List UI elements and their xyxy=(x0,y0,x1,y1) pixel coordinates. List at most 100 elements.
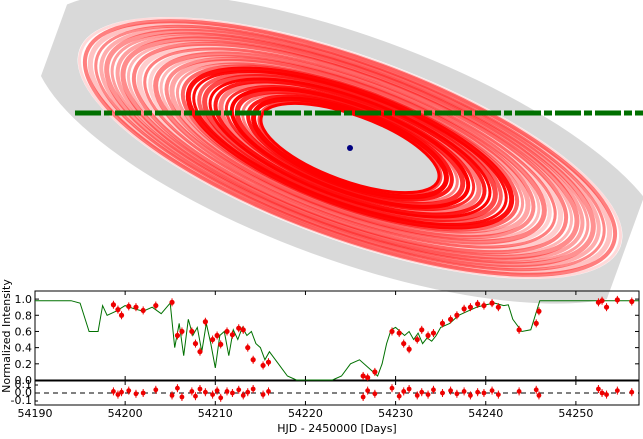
residual-point xyxy=(406,386,412,392)
xtick-label: 54200 xyxy=(108,407,143,420)
residual-point xyxy=(224,389,230,394)
data-point xyxy=(118,312,125,318)
data-point xyxy=(389,328,395,335)
data-point xyxy=(115,307,121,313)
ytick-label: -0.1 xyxy=(11,394,32,407)
data-point xyxy=(260,362,266,369)
lightcurve-panel: 0.0 0.2 0.4 0.6 0.8 1.0 Normalized Intensity xyxy=(0,279,640,393)
data-point xyxy=(214,332,220,339)
xtick-label: 54250 xyxy=(558,407,593,420)
model-line xyxy=(35,300,639,381)
residual-point xyxy=(266,389,271,394)
data-point xyxy=(229,332,236,338)
residual-point xyxy=(419,389,425,395)
data-point xyxy=(153,302,159,309)
residual-point xyxy=(596,386,601,392)
data-point xyxy=(365,374,371,381)
residual-point xyxy=(230,390,235,396)
data-point xyxy=(489,300,495,306)
residual-point xyxy=(431,387,436,393)
data-point xyxy=(454,312,460,318)
residual-point xyxy=(461,389,467,394)
ylabel: Normalized Intensity xyxy=(0,279,13,393)
residual-point xyxy=(111,389,116,394)
data-point xyxy=(140,307,146,314)
residual-point xyxy=(614,388,620,393)
residual-panel: 0.10.0-0.1 54190 54200 54210 54220 54230 5424… xyxy=(11,291,640,435)
residual-point xyxy=(210,392,215,397)
data-point xyxy=(419,327,425,333)
residual-point xyxy=(414,393,420,398)
data-point xyxy=(197,349,203,355)
residual-point xyxy=(240,393,246,398)
data-point xyxy=(169,299,175,305)
xtick-label: 54230 xyxy=(378,407,413,420)
ring xyxy=(234,89,466,207)
residual-point xyxy=(454,391,460,397)
residual-points xyxy=(111,384,635,402)
residual-point xyxy=(425,392,431,397)
data-point xyxy=(599,298,605,304)
data-point xyxy=(218,341,224,347)
data-point xyxy=(133,304,139,310)
ytick-label: 0.0 xyxy=(15,386,33,399)
ring xyxy=(94,24,606,272)
residual-point xyxy=(360,394,366,400)
ring xyxy=(164,56,536,240)
lightcurve-frame xyxy=(34,290,640,381)
data-point xyxy=(240,327,246,333)
star-marker xyxy=(347,145,353,151)
ytick-label: 0.2 xyxy=(15,358,33,371)
data-point xyxy=(430,330,437,336)
residual-point xyxy=(189,389,195,394)
data-point xyxy=(224,328,230,335)
ring xyxy=(126,39,574,257)
data-point xyxy=(461,306,467,312)
data-point xyxy=(202,319,208,325)
residual-point xyxy=(533,387,539,393)
ytick-label: 1.0 xyxy=(15,293,33,306)
data-point xyxy=(516,327,522,333)
ytick-label: 0.4 xyxy=(15,342,33,355)
residual-point xyxy=(365,388,371,393)
ytick-label: 0.6 xyxy=(15,325,33,338)
observed-points xyxy=(110,295,635,382)
xtick-label: 54190 xyxy=(18,407,53,420)
ring xyxy=(148,49,552,247)
residual-point xyxy=(250,386,256,392)
residual-point xyxy=(440,390,445,396)
residual-point xyxy=(218,395,224,401)
residual-point xyxy=(236,387,242,393)
data-point xyxy=(401,340,407,347)
data-point xyxy=(495,304,501,310)
ring xyxy=(110,32,590,264)
ring-diagram xyxy=(32,0,643,304)
ring xyxy=(131,41,569,255)
residual-point xyxy=(495,392,501,397)
data-point xyxy=(360,373,366,379)
model-curve xyxy=(35,300,639,381)
residual-point xyxy=(468,393,473,398)
data-point xyxy=(236,325,242,331)
residual-point xyxy=(536,393,542,398)
residual-point xyxy=(214,388,220,393)
xtick-label: 54220 xyxy=(288,407,323,420)
residual-point xyxy=(389,385,395,391)
ytick-label: 0.8 xyxy=(15,309,33,322)
data-point xyxy=(533,320,539,326)
data-point xyxy=(447,316,454,322)
data-point xyxy=(265,359,272,365)
residual-point xyxy=(245,389,251,395)
xlabel: HJD - 2450000 [Days] xyxy=(277,422,396,435)
residual-point xyxy=(489,388,495,393)
data-point xyxy=(209,336,216,343)
xtick-label: 54240 xyxy=(468,407,503,420)
residual-point xyxy=(604,392,609,397)
data-point xyxy=(174,332,181,339)
residual-point xyxy=(401,389,407,394)
residual-point xyxy=(126,388,132,393)
residual-point xyxy=(396,393,402,399)
data-point xyxy=(475,301,481,307)
data-point xyxy=(126,303,132,309)
